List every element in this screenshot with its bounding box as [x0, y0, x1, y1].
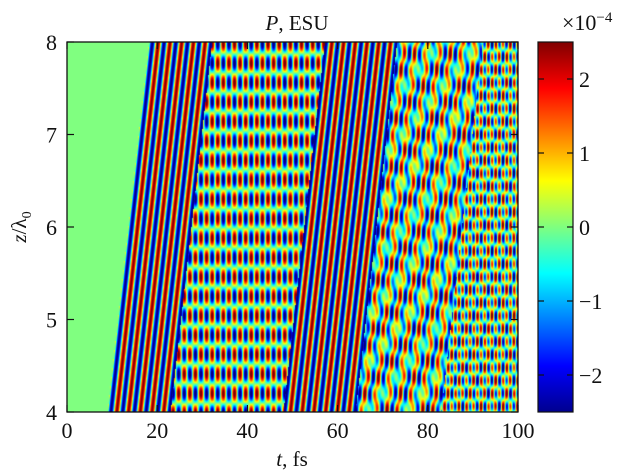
x-tick-label: 0 — [62, 418, 73, 443]
colorbar-tick-label: 2 — [579, 67, 590, 92]
x-tick-label: 60 — [327, 418, 349, 443]
colorbar-tick-label: −2 — [579, 363, 602, 388]
y-axis-label: z/λ0 — [7, 211, 35, 243]
colorbar-ticks: −2 −1 0 1 2 — [538, 67, 602, 388]
x-ticks: 0 20 40 60 80 100 — [62, 42, 535, 443]
heatmap-image — [67, 42, 518, 412]
plot-area: 0 20 40 60 80 100 4 5 6 7 8 — [46, 30, 535, 443]
y-tick-label: 5 — [46, 308, 57, 333]
colorbar-scale-label: ×10−4 — [562, 10, 613, 35]
y-tick-label: 6 — [46, 215, 57, 240]
y-tick-label: 7 — [46, 123, 57, 148]
colorbar: −2 −1 0 1 2 ×10−4 — [537, 10, 613, 413]
colorbar-tick-label: −1 — [579, 289, 602, 314]
x-tick-label: 40 — [236, 418, 258, 443]
y-tick-label: 4 — [46, 400, 57, 425]
x-tick-label: 20 — [146, 418, 168, 443]
colorbar-tick-label: 1 — [579, 141, 590, 166]
x-tick-label: 100 — [502, 418, 535, 443]
y-ticks: 4 5 6 7 8 — [46, 30, 518, 425]
colorbar-tick-label: 0 — [579, 215, 590, 240]
chart-title: P, ESU — [264, 11, 328, 35]
x-tick-label: 80 — [417, 418, 439, 443]
y-tick-label: 8 — [46, 30, 57, 55]
x-axis-label: t, fs — [276, 447, 308, 471]
